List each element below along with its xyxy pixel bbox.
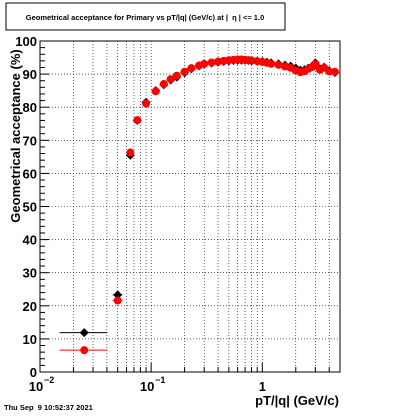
timestamp-footer: Thu Sep 9 10:52:37 2021	[4, 403, 93, 412]
data-point	[159, 80, 168, 89]
data-point	[172, 71, 181, 80]
chart-title: Geometrical acceptance for Primary vs pT…	[26, 13, 265, 22]
chart-title-box: Geometrical acceptance for Primary vs pT…	[5, 2, 286, 31]
data-point	[267, 59, 276, 68]
data-point	[113, 290, 123, 300]
x-tick-label: 10	[140, 379, 154, 394]
data-point	[207, 58, 216, 67]
series-red	[59, 55, 339, 355]
data-point	[79, 328, 89, 338]
data-point	[113, 296, 122, 305]
y-tick-label: 20	[23, 299, 37, 314]
data-point	[126, 148, 135, 157]
data-point	[187, 64, 196, 73]
y-tick-label: 60	[23, 166, 37, 181]
y-tick-label: 30	[23, 266, 37, 281]
y-tick-label: 90	[23, 67, 37, 82]
data-point	[180, 67, 189, 76]
y-tick-label: 100	[15, 34, 37, 49]
y-tick-label: 80	[23, 100, 37, 115]
grid-layer	[39, 41, 341, 372]
y-axis-label: Geometrical acceptance (%)	[8, 49, 23, 222]
series-layer	[59, 55, 340, 355]
x-tick-label: 10	[29, 379, 43, 394]
tick-layer	[39, 40, 341, 373]
y-tick-label: 50	[23, 200, 37, 215]
title-frame	[5, 2, 286, 31]
data-point	[274, 60, 283, 69]
data-point	[80, 346, 89, 355]
x-tick-label-exponent: −1	[155, 375, 165, 385]
x-tick-label: 1	[259, 379, 266, 394]
y-tick-label: 0	[30, 365, 37, 380]
y-tick-labels: 0 10 20 30 40 50 60 70 80 90 100	[15, 34, 37, 380]
y-tick-label: 40	[23, 233, 37, 248]
data-point	[311, 60, 320, 69]
x-axis-label: pT/|q| (GeV/c)	[255, 393, 339, 408]
x-tick-label-exponent: −2	[44, 375, 54, 385]
data-point	[151, 87, 160, 96]
data-point	[133, 116, 142, 125]
data-point	[200, 59, 209, 68]
data-point	[325, 67, 334, 76]
x-tick-labels: 10 −2 10 −1 1	[29, 375, 266, 394]
data-point	[142, 99, 151, 108]
y-tick-label: 10	[23, 332, 37, 347]
data-point	[330, 67, 339, 76]
data-point	[166, 75, 175, 84]
y-tick-label: 70	[23, 133, 37, 148]
